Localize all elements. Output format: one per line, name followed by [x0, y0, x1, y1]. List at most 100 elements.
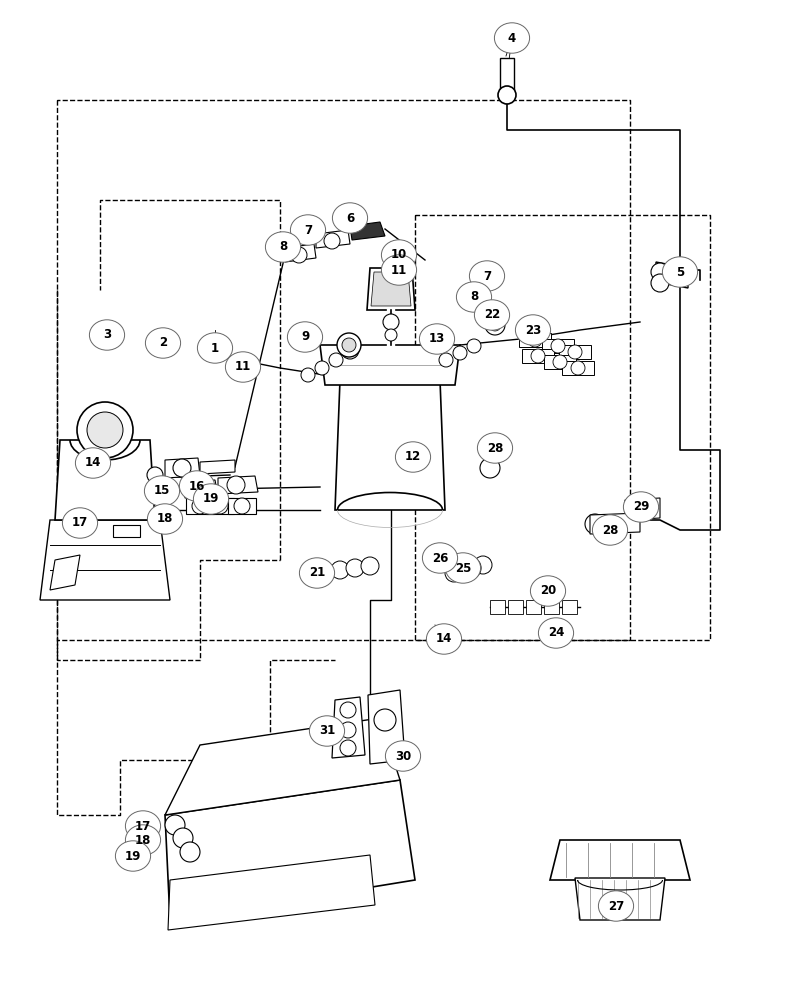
Polygon shape [332, 697, 365, 758]
Ellipse shape [662, 257, 698, 287]
Circle shape [485, 315, 505, 335]
Circle shape [165, 815, 185, 835]
Ellipse shape [310, 716, 345, 746]
Ellipse shape [470, 261, 505, 291]
Text: 28: 28 [602, 524, 619, 536]
Circle shape [528, 333, 542, 347]
Polygon shape [500, 58, 514, 95]
Text: 31: 31 [319, 724, 335, 738]
Ellipse shape [63, 508, 97, 538]
Circle shape [383, 314, 399, 330]
Polygon shape [542, 339, 574, 353]
Polygon shape [625, 498, 660, 520]
Polygon shape [371, 272, 411, 306]
Circle shape [445, 564, 463, 582]
Circle shape [627, 500, 645, 518]
Ellipse shape [592, 515, 627, 545]
Ellipse shape [265, 232, 301, 262]
Ellipse shape [623, 492, 659, 522]
Ellipse shape [494, 23, 530, 53]
Polygon shape [490, 600, 505, 614]
Text: 6: 6 [346, 212, 354, 225]
Text: 19: 19 [125, 850, 141, 862]
Circle shape [385, 329, 397, 341]
Text: 25: 25 [455, 562, 471, 574]
Circle shape [192, 498, 208, 514]
Circle shape [459, 560, 477, 578]
Polygon shape [562, 600, 577, 614]
Text: 26: 26 [432, 552, 448, 564]
Ellipse shape [599, 891, 634, 921]
Text: 9: 9 [301, 330, 309, 344]
Ellipse shape [180, 471, 215, 501]
Text: 28: 28 [487, 442, 503, 454]
Circle shape [301, 368, 315, 382]
Text: 22: 22 [484, 308, 500, 322]
Polygon shape [544, 600, 559, 614]
Text: 8: 8 [279, 240, 287, 253]
Polygon shape [544, 355, 576, 369]
Polygon shape [320, 345, 460, 385]
Polygon shape [590, 513, 640, 534]
Circle shape [173, 828, 193, 848]
Text: 3: 3 [103, 328, 111, 342]
Circle shape [585, 514, 605, 534]
Circle shape [421, 331, 439, 349]
Ellipse shape [197, 333, 233, 363]
Text: 12: 12 [405, 450, 421, 464]
Ellipse shape [75, 448, 111, 478]
Ellipse shape [144, 476, 180, 506]
Ellipse shape [531, 576, 565, 606]
Text: 8: 8 [470, 290, 478, 304]
Polygon shape [508, 600, 523, 614]
Text: 10: 10 [391, 248, 407, 261]
Text: 19: 19 [203, 492, 219, 506]
Polygon shape [50, 555, 80, 590]
Circle shape [234, 498, 250, 514]
Ellipse shape [226, 352, 261, 382]
Text: 21: 21 [309, 566, 326, 580]
Polygon shape [285, 244, 316, 262]
Circle shape [341, 341, 359, 359]
Circle shape [651, 274, 669, 292]
Ellipse shape [386, 741, 421, 771]
Text: 27: 27 [608, 900, 624, 912]
Ellipse shape [89, 320, 124, 350]
Circle shape [498, 86, 516, 104]
Text: 20: 20 [540, 584, 556, 597]
Ellipse shape [125, 811, 161, 841]
Text: 15: 15 [154, 485, 170, 497]
Polygon shape [165, 458, 200, 478]
Text: 7: 7 [304, 224, 312, 236]
Ellipse shape [125, 825, 161, 855]
Text: 11: 11 [235, 360, 251, 373]
Polygon shape [367, 268, 415, 310]
Ellipse shape [291, 215, 326, 245]
Ellipse shape [382, 255, 417, 285]
Ellipse shape [420, 324, 455, 354]
Polygon shape [519, 333, 551, 347]
Circle shape [361, 557, 379, 575]
Ellipse shape [333, 203, 367, 233]
Circle shape [180, 842, 200, 862]
Circle shape [453, 346, 467, 360]
Circle shape [337, 333, 361, 357]
Circle shape [531, 349, 545, 363]
Text: 5: 5 [676, 265, 684, 278]
Polygon shape [186, 498, 214, 514]
Ellipse shape [539, 618, 573, 648]
Circle shape [651, 263, 669, 281]
Polygon shape [40, 520, 170, 600]
Circle shape [429, 326, 451, 348]
Text: 18: 18 [135, 834, 151, 846]
Circle shape [147, 467, 163, 483]
Text: 24: 24 [548, 626, 564, 640]
Circle shape [191, 481, 209, 499]
Ellipse shape [382, 240, 417, 270]
Circle shape [571, 361, 585, 375]
Polygon shape [526, 600, 541, 614]
Circle shape [331, 561, 349, 579]
Polygon shape [368, 690, 405, 764]
Circle shape [329, 353, 343, 367]
Ellipse shape [116, 841, 150, 871]
